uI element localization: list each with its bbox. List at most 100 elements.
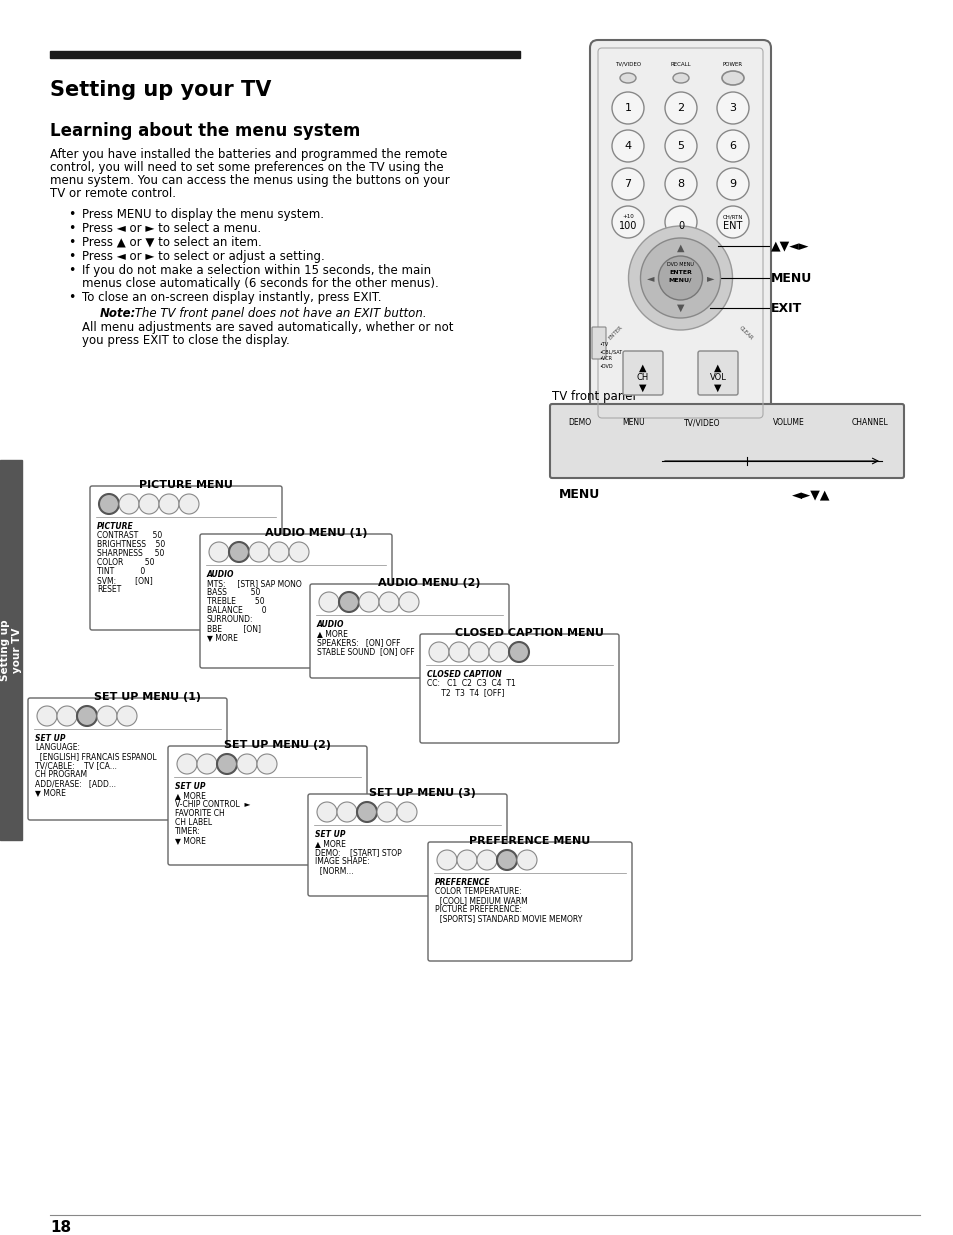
Circle shape <box>269 542 289 562</box>
Text: [COOL] MEDIUM WARM: [COOL] MEDIUM WARM <box>435 897 527 905</box>
Text: Note:: Note: <box>100 308 136 320</box>
Text: CH/RTN: CH/RTN <box>722 215 742 220</box>
Text: 4: 4 <box>624 141 631 151</box>
Text: 8: 8 <box>677 179 684 189</box>
Circle shape <box>57 706 77 726</box>
Text: ENTER: ENTER <box>607 325 623 341</box>
Circle shape <box>229 542 249 562</box>
Text: DEMO:    [START] STOP: DEMO: [START] STOP <box>314 848 401 857</box>
Circle shape <box>358 592 378 613</box>
Circle shape <box>717 206 748 238</box>
FancyBboxPatch shape <box>310 584 509 678</box>
Text: 18: 18 <box>50 1220 71 1235</box>
Text: VOLUME: VOLUME <box>772 417 804 427</box>
Text: BBE         [ON]: BBE [ON] <box>207 624 261 634</box>
Circle shape <box>497 850 517 869</box>
FancyBboxPatch shape <box>168 746 367 864</box>
Text: STABLE SOUND  [ON] OFF: STABLE SOUND [ON] OFF <box>316 647 415 656</box>
Text: +10: +10 <box>621 215 633 220</box>
Bar <box>766 421 810 438</box>
Circle shape <box>338 592 358 613</box>
Text: SURROUND:: SURROUND: <box>207 615 253 624</box>
Text: CHANNEL: CHANNEL <box>851 417 887 427</box>
Circle shape <box>77 706 97 726</box>
Circle shape <box>117 706 137 726</box>
Text: BASS          50: BASS 50 <box>207 588 260 597</box>
Text: menu system. You can access the menus using the buttons on your: menu system. You can access the menus us… <box>50 174 449 186</box>
Text: SET UP: SET UP <box>174 782 205 790</box>
FancyBboxPatch shape <box>200 534 392 668</box>
Text: RESET: RESET <box>97 585 121 594</box>
Text: ENTER: ENTER <box>668 269 691 274</box>
Text: TV/VIDEO: TV/VIDEO <box>683 417 720 427</box>
Text: ▲ MORE: ▲ MORE <box>314 839 346 848</box>
Text: TV/VIDEO: TV/VIDEO <box>615 62 640 67</box>
Text: 6: 6 <box>729 141 736 151</box>
Circle shape <box>509 642 529 662</box>
Circle shape <box>249 542 269 562</box>
Bar <box>0 459 22 840</box>
Text: CH: CH <box>637 373 648 383</box>
Text: PICTURE PREFERENCE:: PICTURE PREFERENCE: <box>435 905 521 914</box>
Text: menus close automatically (6 seconds for the other menus).: menus close automatically (6 seconds for… <box>82 277 438 290</box>
Text: 7: 7 <box>624 179 631 189</box>
Text: TREBLE        50: TREBLE 50 <box>207 597 264 606</box>
Text: PICTURE MENU: PICTURE MENU <box>139 480 233 490</box>
Circle shape <box>717 168 748 200</box>
Circle shape <box>658 256 701 300</box>
Text: [SPORTS] STANDARD MOVIE MEMORY: [SPORTS] STANDARD MOVIE MEMORY <box>435 914 581 923</box>
Circle shape <box>612 130 643 162</box>
Text: MENU: MENU <box>622 417 644 427</box>
FancyBboxPatch shape <box>550 404 903 478</box>
Circle shape <box>99 494 119 514</box>
Circle shape <box>469 642 489 662</box>
Circle shape <box>139 494 159 514</box>
Text: 100: 100 <box>618 221 637 231</box>
Circle shape <box>177 755 196 774</box>
Text: CONTRAST      50: CONTRAST 50 <box>97 531 162 540</box>
Circle shape <box>318 592 338 613</box>
Circle shape <box>316 802 336 823</box>
Text: SET UP MENU (1): SET UP MENU (1) <box>94 692 201 701</box>
Text: MENU/: MENU/ <box>668 278 692 283</box>
Text: ENT: ENT <box>722 221 741 231</box>
Text: CH LABEL: CH LABEL <box>174 818 212 827</box>
Text: •: • <box>68 207 75 221</box>
Circle shape <box>664 91 697 124</box>
Circle shape <box>476 850 497 869</box>
Text: •: • <box>68 264 75 277</box>
Circle shape <box>456 850 476 869</box>
Text: SET UP MENU (3): SET UP MENU (3) <box>369 788 476 798</box>
Circle shape <box>664 130 697 162</box>
Text: AUDIO MENU (1): AUDIO MENU (1) <box>265 529 367 538</box>
Text: ▼: ▼ <box>639 383 646 393</box>
Text: ▼ MORE: ▼ MORE <box>35 788 66 797</box>
Circle shape <box>612 91 643 124</box>
Circle shape <box>429 642 449 662</box>
Text: 2: 2 <box>677 103 684 112</box>
Text: COLOR         50: COLOR 50 <box>97 558 154 567</box>
Text: SET UP MENU (2): SET UP MENU (2) <box>224 740 331 750</box>
FancyBboxPatch shape <box>419 634 618 743</box>
Circle shape <box>336 802 356 823</box>
Text: ▲ MORE: ▲ MORE <box>316 629 348 638</box>
Text: SVM:        [ON]: SVM: [ON] <box>97 576 152 585</box>
Text: DEMO: DEMO <box>568 417 591 427</box>
Text: TV front panel: TV front panel <box>552 390 636 403</box>
Text: SPEAKERS:   [ON] OFF: SPEAKERS: [ON] OFF <box>316 638 400 647</box>
Circle shape <box>612 168 643 200</box>
Text: [NORM...: [NORM... <box>314 866 354 876</box>
Text: PREFERENCE MENU: PREFERENCE MENU <box>469 836 590 846</box>
Text: Press ◄ or ► to select or adjust a setting.: Press ◄ or ► to select or adjust a setti… <box>82 249 324 263</box>
Text: •: • <box>68 222 75 235</box>
Circle shape <box>396 802 416 823</box>
Text: If you do not make a selection within 15 seconds, the main: If you do not make a selection within 15… <box>82 264 431 277</box>
Circle shape <box>664 168 697 200</box>
Text: AUDIO: AUDIO <box>316 620 344 629</box>
FancyBboxPatch shape <box>428 842 631 961</box>
FancyBboxPatch shape <box>622 351 662 395</box>
Text: 5: 5 <box>677 141 684 151</box>
Text: Setting up
your TV: Setting up your TV <box>0 619 22 680</box>
Circle shape <box>216 755 236 774</box>
Text: 1: 1 <box>624 103 631 112</box>
